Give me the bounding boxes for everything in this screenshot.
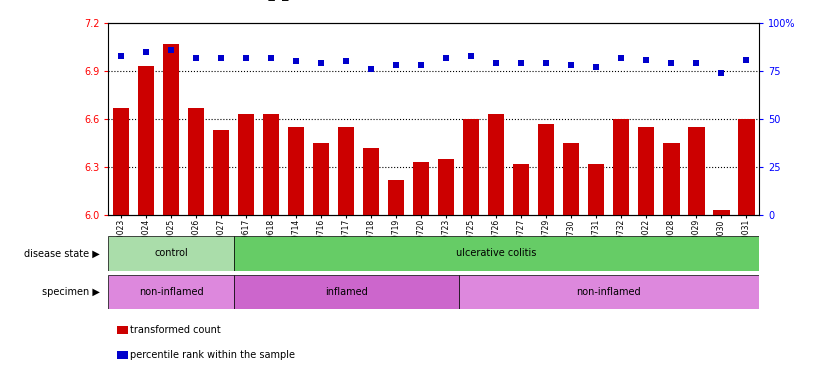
- Bar: [688, 127, 705, 215]
- Point: [640, 56, 653, 63]
- Point: [164, 47, 178, 53]
- Bar: [363, 148, 379, 215]
- Point: [389, 62, 403, 68]
- Bar: [538, 124, 555, 215]
- Point: [414, 62, 428, 68]
- Point: [289, 58, 303, 65]
- Point: [465, 53, 478, 59]
- Bar: [238, 114, 254, 215]
- Point: [364, 66, 378, 72]
- Text: ulcerative colitis: ulcerative colitis: [456, 248, 536, 258]
- Bar: [738, 119, 755, 215]
- Bar: [563, 143, 580, 215]
- Bar: [188, 108, 204, 215]
- Bar: [113, 108, 129, 215]
- Point: [139, 49, 153, 55]
- Text: specimen ▶: specimen ▶: [43, 287, 100, 297]
- Point: [314, 60, 328, 66]
- Bar: [638, 127, 655, 215]
- Text: percentile rank within the sample: percentile rank within the sample: [130, 350, 295, 360]
- Point: [565, 62, 578, 68]
- Bar: [488, 114, 505, 215]
- Point: [264, 55, 278, 61]
- Point: [715, 70, 728, 76]
- Point: [740, 56, 753, 63]
- Text: transformed count: transformed count: [130, 325, 221, 335]
- Bar: [313, 143, 329, 215]
- Point: [239, 55, 253, 61]
- Bar: [263, 114, 279, 215]
- Text: non-inflamed: non-inflamed: [138, 287, 203, 297]
- Point: [515, 60, 528, 66]
- Bar: [413, 162, 430, 215]
- Bar: [588, 164, 605, 215]
- Bar: [613, 119, 630, 215]
- Text: non-inflamed: non-inflamed: [576, 287, 641, 297]
- Bar: [108, 236, 234, 271]
- Bar: [438, 159, 455, 215]
- Bar: [234, 236, 759, 271]
- Bar: [163, 44, 179, 215]
- Text: disease state ▶: disease state ▶: [24, 248, 100, 258]
- Bar: [338, 127, 354, 215]
- Text: control: control: [154, 248, 188, 258]
- Bar: [213, 130, 229, 215]
- Bar: [459, 275, 759, 309]
- Point: [214, 55, 228, 61]
- Bar: [463, 119, 480, 215]
- Bar: [388, 180, 404, 215]
- Point: [590, 64, 603, 70]
- Point: [615, 55, 628, 61]
- Bar: [288, 127, 304, 215]
- Point: [540, 60, 553, 66]
- Bar: [663, 143, 680, 215]
- Point: [665, 60, 678, 66]
- Text: inflamed: inflamed: [324, 287, 368, 297]
- Point: [114, 53, 128, 59]
- Bar: [108, 275, 234, 309]
- Point: [490, 60, 503, 66]
- Bar: [713, 210, 730, 215]
- Bar: [138, 66, 154, 215]
- Point: [690, 60, 703, 66]
- Point: [339, 58, 353, 65]
- Bar: [234, 275, 459, 309]
- Point: [189, 55, 203, 61]
- Bar: [513, 164, 530, 215]
- Point: [440, 55, 453, 61]
